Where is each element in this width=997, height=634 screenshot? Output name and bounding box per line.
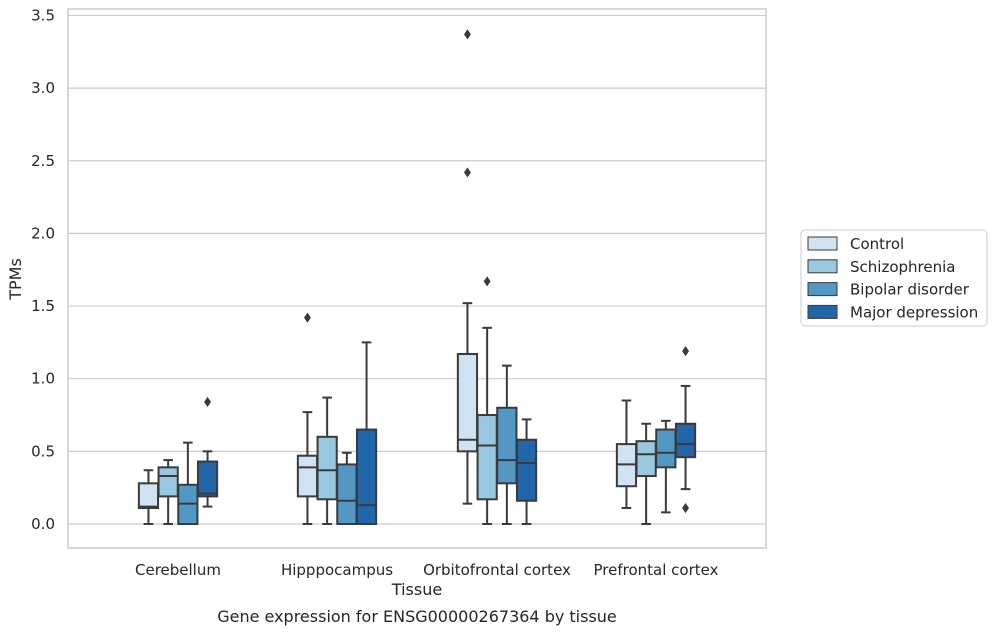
box-body bbox=[458, 354, 477, 451]
box-2-1 bbox=[337, 453, 356, 524]
box-body bbox=[318, 437, 337, 499]
x-axis-title: Tissue bbox=[391, 580, 442, 599]
box-plot-chart: 0.0 0.5 1.0 1.5 2.0 2.5 3.0 3.5 Cerebellum Hippp… bbox=[0, 0, 997, 634]
y-axis-title: TPMs bbox=[6, 258, 25, 301]
legend-swatch bbox=[808, 305, 837, 318]
box-body bbox=[656, 430, 675, 468]
box-body bbox=[497, 408, 516, 484]
legend-label: Major depression bbox=[850, 303, 978, 321]
y-tick-label: 1.0 bbox=[31, 370, 55, 388]
x-tick-label: Prefrontal cortex bbox=[594, 561, 719, 579]
chart-caption: Gene expression for ENSG00000267364 by t… bbox=[217, 607, 617, 626]
y-tick-label: 3.0 bbox=[31, 79, 55, 97]
x-tick-label: Hipppocampus bbox=[281, 561, 393, 579]
box-body bbox=[637, 441, 656, 476]
legend-label: Control bbox=[850, 235, 904, 253]
legend-swatch bbox=[808, 260, 837, 273]
box-body bbox=[357, 430, 376, 524]
legend: Control Schizophrenia Bipolar disorder Majo… bbox=[801, 230, 987, 326]
y-axis-ticks: 0.0 0.5 1.0 1.5 2.0 2.5 3.0 3.5 bbox=[31, 6, 55, 533]
y-tick-label: 0.5 bbox=[31, 442, 55, 460]
box-body bbox=[159, 467, 178, 496]
box-body bbox=[478, 415, 497, 499]
x-tick-label: Orbitofrontal cortex bbox=[423, 561, 571, 579]
y-tick-label: 3.5 bbox=[31, 6, 55, 24]
legend-swatch bbox=[808, 283, 837, 296]
box-body bbox=[198, 462, 217, 497]
x-axis-ticks: Cerebellum Hipppocampus Orbitofrontal cort… bbox=[135, 561, 719, 579]
x-tick-label: Cerebellum bbox=[135, 561, 221, 579]
legend-label: Schizophrenia bbox=[850, 258, 955, 276]
box-body bbox=[337, 464, 356, 524]
box-body bbox=[517, 440, 536, 501]
box-body bbox=[139, 483, 158, 508]
y-tick-label: 0.0 bbox=[31, 515, 55, 533]
y-tick-label: 2.5 bbox=[31, 152, 55, 170]
legend-label: Bipolar disorder bbox=[850, 281, 970, 299]
y-tick-label: 1.5 bbox=[31, 297, 55, 315]
y-tick-label: 2.0 bbox=[31, 224, 55, 242]
legend-swatch bbox=[808, 237, 837, 250]
box-body bbox=[676, 424, 695, 457]
box-body bbox=[298, 456, 317, 497]
